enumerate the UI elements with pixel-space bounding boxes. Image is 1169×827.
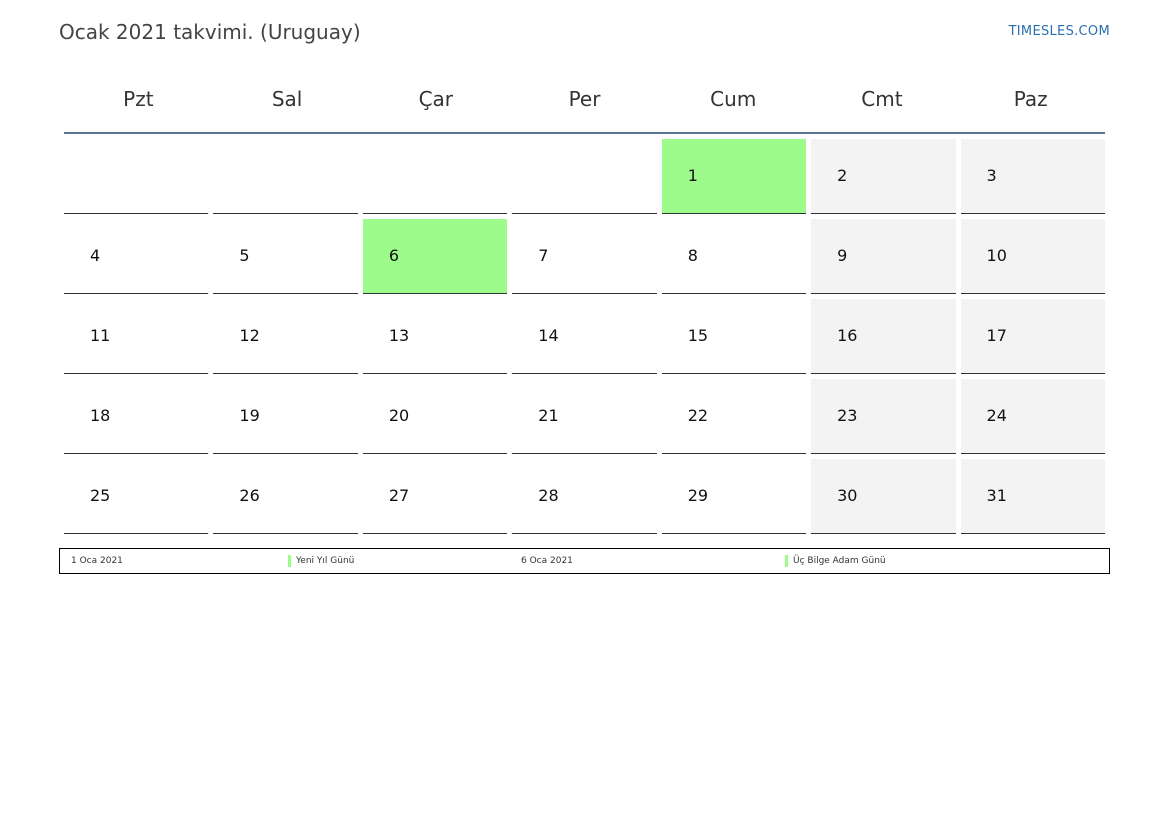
day-number: 28 (538, 486, 559, 505)
calendar-week-row: 11 12 13 14 15 16 17 (64, 299, 1105, 374)
day-number: 30 (837, 486, 858, 505)
weekday-monday: Pzt (123, 87, 154, 111)
empty-day-cell (213, 139, 358, 214)
day-cell: 17 (960, 299, 1105, 374)
month-calendar: Pzt Sal Çar Per Cum Cmt Paz 1 2 3 4 5 6 7 8 9 10 1… (64, 78, 1105, 539)
day-cell: 12 (213, 299, 358, 374)
day-cell: 21 (512, 379, 657, 454)
legend-date-1: 1 Oca 2021 (71, 556, 123, 566)
day-cell: 18 (64, 379, 209, 454)
page-title: Ocak 2021 takvimi. (Uruguay) (59, 20, 361, 44)
day-cell: 10 (960, 219, 1105, 294)
day-cell: 31 (960, 459, 1105, 534)
day-number: 23 (837, 406, 858, 425)
day-number: 21 (538, 406, 559, 425)
day-cell: 14 (512, 299, 657, 374)
day-number: 29 (687, 486, 709, 505)
weekday-tuesday: Sal (271, 87, 303, 111)
day-cell: 15 (661, 299, 807, 374)
day-cell: 23 (811, 379, 956, 454)
site-link[interactable]: TIMESLES.COM (1008, 24, 1110, 39)
legend-name-1: Yeni Yıl Günü (296, 556, 355, 566)
calendar-week-row: 1 2 3 (64, 139, 1105, 214)
day-number: 7 (538, 246, 549, 265)
legend-date-2: 6 Oca 2021 (521, 556, 573, 566)
day-number: 20 (388, 406, 410, 425)
weekday-friday: Cum (710, 87, 757, 111)
day-cell: 2 (811, 139, 956, 214)
day-cell: 27 (362, 459, 508, 534)
day-number: 1 (687, 166, 698, 185)
day-number: 22 (687, 406, 709, 425)
day-number: 25 (90, 486, 111, 505)
day-cell: 9 (811, 219, 956, 294)
weekday-header-row: Pzt Sal Çar Per Cum Cmt Paz (64, 78, 1105, 134)
day-cell: 4 (64, 219, 209, 294)
day-cell: 1 (661, 139, 807, 214)
day-number: 6 (388, 246, 400, 265)
day-cell: 11 (64, 299, 209, 374)
day-cell: 26 (213, 459, 358, 534)
day-number: 15 (687, 326, 709, 345)
legend-marker-2 (785, 555, 788, 567)
calendar-week-row: 18 19 20 21 22 23 24 (64, 379, 1105, 454)
day-number: 4 (90, 246, 101, 265)
day-number: 24 (986, 406, 1007, 425)
day-number: 19 (239, 406, 260, 425)
weekday-thursday: Per (568, 87, 601, 111)
day-number: 18 (90, 406, 111, 425)
day-number: 11 (90, 326, 111, 345)
day-cell: 20 (362, 379, 508, 454)
day-number: 9 (837, 246, 848, 265)
day-cell: 6 (362, 219, 508, 294)
day-cell: 5 (213, 219, 358, 294)
day-number: 3 (986, 166, 997, 185)
legend-name-2: Üç Bilge Adam Günü (793, 556, 886, 566)
calendar-week-row: 4 5 6 7 8 9 10 (64, 219, 1105, 294)
day-number: 17 (986, 326, 1007, 345)
day-number: 27 (388, 486, 410, 505)
day-cell: 30 (811, 459, 956, 534)
weekday-sunday: Paz (1013, 87, 1048, 111)
day-cell: 7 (512, 219, 657, 294)
day-cell: 25 (64, 459, 209, 534)
day-number: 16 (837, 326, 858, 345)
calendar-week-row: 25 26 27 28 29 30 31 (64, 459, 1105, 534)
day-cell: 19 (213, 379, 358, 454)
empty-day-cell (64, 139, 209, 214)
calendar-weeks: 1 2 3 4 5 6 7 8 9 10 11 12 13 14 15 16 17 18 19 20 21 22 23 24 2… (64, 139, 1105, 534)
day-number: 5 (239, 246, 250, 265)
day-number: 14 (538, 326, 559, 345)
day-cell: 13 (362, 299, 508, 374)
day-cell: 16 (811, 299, 956, 374)
day-cell: 22 (661, 379, 807, 454)
empty-day-cell (512, 139, 657, 214)
holiday-legend: 1 Oca 2021 Yeni Yıl Günü 6 Oca 2021 Üç B… (59, 548, 1110, 574)
day-cell: 29 (661, 459, 807, 534)
empty-day-cell (362, 139, 508, 214)
day-cell: 28 (512, 459, 657, 534)
day-number: 8 (687, 246, 698, 265)
day-cell: 8 (661, 219, 807, 294)
day-cell: 3 (960, 139, 1105, 214)
day-number: 26 (239, 486, 260, 505)
weekday-saturday: Cmt (861, 87, 903, 111)
day-number: 31 (986, 486, 1007, 505)
day-number: 13 (388, 326, 410, 345)
day-number: 12 (239, 326, 260, 345)
day-number: 10 (986, 246, 1007, 265)
legend-marker-1 (288, 555, 291, 567)
weekday-wednesday: Çar (418, 87, 454, 111)
day-cell: 24 (960, 379, 1105, 454)
day-number: 2 (837, 166, 848, 185)
